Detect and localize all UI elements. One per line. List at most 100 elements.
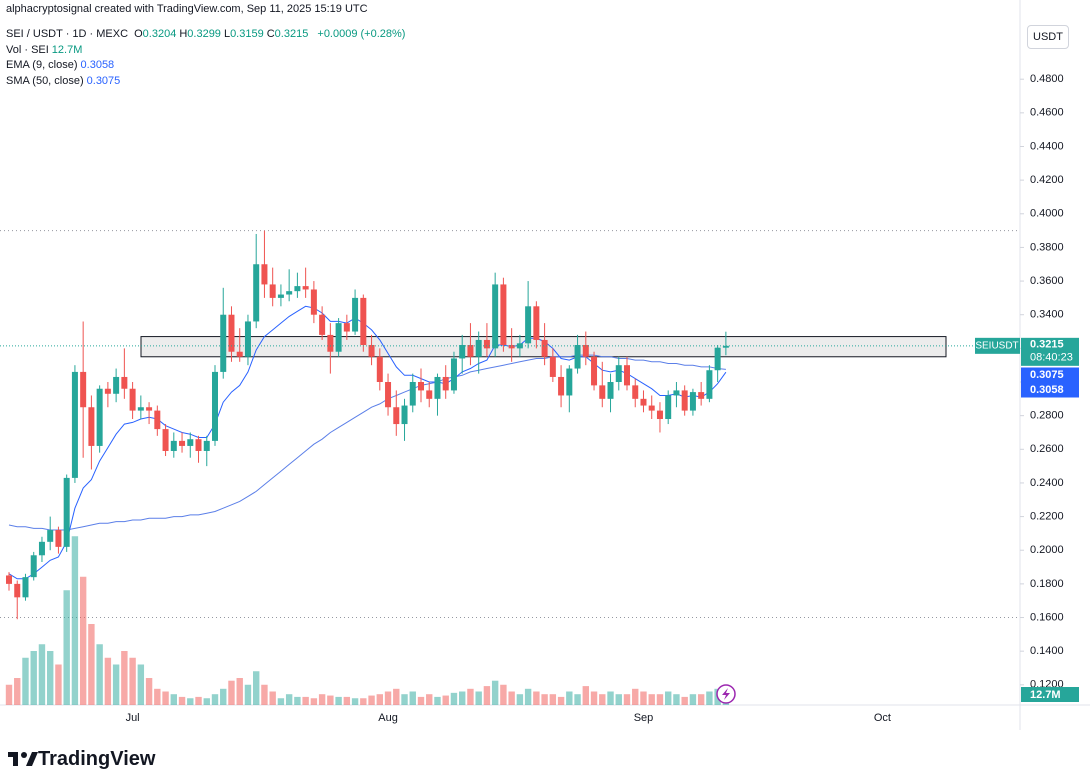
volume-bar (442, 695, 449, 705)
volume-bar (459, 691, 466, 705)
sma-line (8, 354, 726, 531)
volume-bar (203, 698, 210, 705)
candle-body (418, 382, 424, 391)
candle-body (352, 297, 359, 332)
volume-bar (549, 694, 557, 705)
y-tick-label: 0.4400 (1030, 140, 1064, 152)
candle-body (467, 344, 474, 357)
legend-sma-value: 0.3075 (86, 74, 121, 87)
lightning-icon (716, 684, 736, 704)
volume-bar (524, 688, 532, 705)
sma-tag: 0.3075 (1030, 369, 1064, 381)
volume-bar (401, 694, 408, 705)
volume-bar (343, 696, 351, 705)
volume-bar (689, 694, 697, 705)
volume-bar (22, 657, 29, 705)
candle-body (401, 405, 408, 425)
candle-body (146, 407, 153, 411)
candle-body (714, 347, 721, 371)
countdown: 08:40:23 (1030, 352, 1073, 364)
legend-ema-value: 0.3058 (80, 59, 115, 71)
candle-body (277, 294, 284, 298)
y-tick-label: 0.4600 (1030, 107, 1064, 119)
ohlc-value: 0.3299 (187, 28, 221, 40)
candle-body (624, 365, 630, 386)
x-tick-label: Jul (126, 712, 140, 724)
candle-body (319, 314, 326, 335)
volume-bar (656, 694, 664, 705)
candle-body (47, 530, 54, 542)
candle-body (244, 321, 251, 357)
volume-bar (467, 688, 474, 705)
volume-bar (277, 698, 285, 705)
legend-volume-value: 12.7M (51, 43, 83, 56)
ema-tag: 0.3058 (1030, 384, 1064, 396)
candle-body (220, 314, 227, 372)
candle-body (55, 530, 62, 547)
candle-body (673, 390, 680, 396)
candle-body (615, 365, 622, 383)
legend-row: SEI / USDT · 1D · MEXC O0.3204 H0.3299 L0.… (6, 27, 408, 43)
volume-bar (665, 691, 672, 705)
candle-body (310, 289, 317, 315)
volume-bar (450, 692, 458, 705)
candle-body (30, 555, 37, 578)
x-tick-label: Aug (378, 712, 398, 724)
candle-body (203, 440, 210, 451)
volume-tag: 12.7M (1030, 689, 1061, 701)
candle-body (376, 356, 383, 383)
candle-body (129, 388, 136, 411)
ohlc-key: H (179, 28, 188, 40)
currency-button[interactable]: USDT (1027, 25, 1069, 49)
candle-body (38, 541, 45, 556)
candle-body (302, 286, 309, 290)
candle-body (385, 382, 392, 408)
candle-body (533, 306, 540, 340)
volume-bar (615, 694, 622, 705)
volume-bar (632, 688, 639, 705)
y-tick-label: 0.4800 (1030, 73, 1064, 85)
volume-bar (409, 691, 416, 705)
volume-bar (236, 678, 243, 705)
volume-bar (112, 664, 120, 705)
candle-body (269, 284, 276, 298)
candle-body (656, 410, 663, 420)
candle-body (195, 439, 202, 451)
volume-bar (500, 684, 507, 705)
last-price: 0.3215 (1030, 339, 1064, 351)
candle-body (541, 339, 548, 357)
candle-body (154, 410, 161, 430)
candle-body (681, 390, 688, 411)
volume-bar (648, 694, 655, 705)
x-tick-label: Sep (634, 712, 654, 724)
volume-bar (47, 651, 54, 705)
candle-body (508, 344, 515, 349)
volume-bar (351, 698, 359, 705)
candle-body (104, 388, 111, 394)
candle-body (6, 575, 12, 584)
volume-bar (697, 694, 705, 705)
candle-body (492, 284, 499, 349)
volume-bar (533, 691, 540, 705)
volume-bar (269, 691, 276, 705)
volume-bar (310, 698, 318, 705)
candle-body (706, 370, 713, 399)
candle-body (689, 392, 696, 411)
candle-body (80, 371, 87, 408)
candle-body (549, 356, 556, 377)
volume-bar (79, 576, 87, 705)
candle-body (426, 390, 433, 399)
volume-bar (434, 696, 441, 705)
volume-bar (607, 691, 614, 705)
candle-body (558, 376, 565, 396)
candle-body (343, 323, 350, 332)
legend-row: EMA (9, close) 0.3058 (6, 58, 408, 74)
volume-bar (14, 678, 21, 705)
volume-bar (706, 691, 713, 705)
volume-bar (327, 695, 334, 705)
symbol-title: SEI / USDT · 1D · MEXC (6, 28, 129, 40)
volume-bar (393, 688, 400, 705)
volume-bar (63, 590, 70, 705)
candle-body (212, 371, 218, 441)
